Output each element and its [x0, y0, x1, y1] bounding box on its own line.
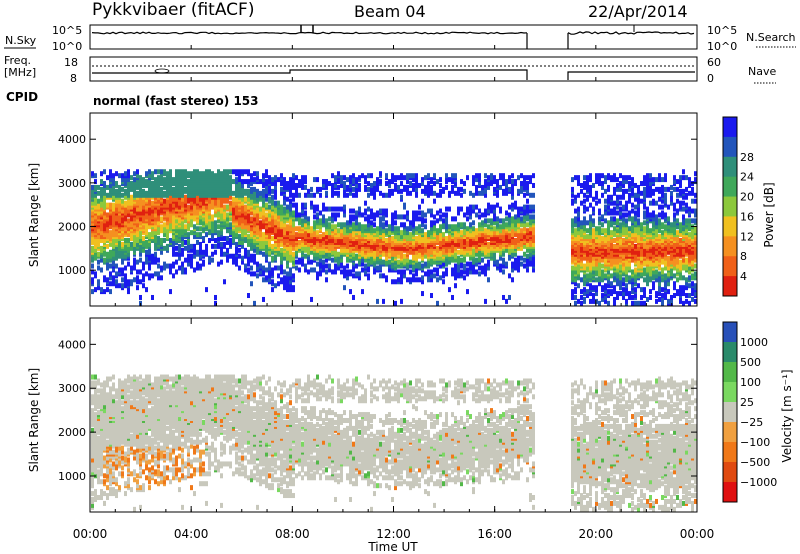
x-tick-label: 12:00	[376, 527, 411, 541]
colorbar-tick-label: 24	[740, 171, 754, 184]
colorbar-segment	[723, 322, 737, 343]
colorbar-tick-label: 100	[740, 376, 761, 389]
cpid-value: normal (fast stereo) 153	[93, 94, 259, 108]
nsearch-tick-top: 10^5	[707, 24, 737, 37]
colorbar-segment	[723, 342, 737, 363]
velocity-y-axis-label: Slant Range [km]	[27, 368, 41, 472]
colorbar-segment	[723, 156, 737, 178]
colorbar-segment	[723, 236, 737, 257]
nsky-tick-top: 10^5	[52, 24, 82, 37]
colorbar-segment	[723, 216, 737, 237]
colorbar-segment	[723, 196, 737, 217]
colorbar-segment	[723, 362, 737, 383]
y-tick-label: 1000	[58, 264, 86, 277]
x-tick-label: 00:00	[680, 527, 715, 541]
colorbar-segment	[723, 117, 737, 138]
colorbar-frame	[722, 321, 738, 503]
freq-tick-bottom: 8	[70, 72, 77, 85]
velocity-y-ticks: 1000 2000 3000 4000	[58, 338, 697, 483]
power-colorbar-label: Power [dB]	[762, 182, 776, 247]
x-tick-label: 08:00	[275, 527, 310, 541]
colorbar-tick-label: −100	[740, 436, 770, 449]
freq-tick-top: 18	[64, 56, 78, 69]
station-title: Pykkvibaer (fitACF)	[92, 0, 255, 20]
power-y-ticks: 1000 2000 3000 4000	[58, 133, 697, 277]
colorbar-tick-label: 20	[740, 191, 754, 204]
power-heatmap	[91, 169, 697, 306]
y-tick-label: 3000	[58, 177, 86, 190]
colorbar-segment	[723, 462, 737, 483]
colorbar-segment	[723, 276, 737, 297]
colorbar-tick-label: 8	[740, 250, 747, 263]
colorbar-tick-label: 12	[740, 230, 754, 243]
velocity-heatmap	[91, 374, 697, 512]
colorbar-tick-label: 16	[740, 210, 754, 223]
y-tick-label: 4000	[58, 338, 86, 351]
colorbar-segment	[723, 176, 737, 198]
time-axis-label: Time UT	[367, 540, 418, 554]
x-tick-label: 20:00	[579, 527, 614, 541]
nsky-label: N.Sky	[5, 34, 37, 47]
y-tick-label: 2000	[58, 426, 86, 439]
colorbar-tick-label: 25	[740, 396, 754, 409]
nave-tick-top: 60	[707, 56, 721, 69]
nsky-trace-after-gap	[567, 31, 695, 35]
colorbar-segment	[723, 442, 737, 463]
velocity-colorbar: 1000 500 100 25 −25 −100 −500 −1000	[722, 321, 777, 503]
colorbar-tick-label: −25	[740, 416, 763, 429]
time-x-ticks: 00:00 04:00 08:00 12:00 16:00 20:00 00:00	[73, 45, 715, 541]
x-tick-label: 04:00	[174, 527, 209, 541]
colorbar-segment	[723, 256, 737, 277]
colorbar-frame	[722, 116, 738, 297]
y-tick-label: 3000	[58, 382, 86, 395]
power-y-axis-label: Slant Range [km]	[27, 163, 41, 267]
nave-tick-bottom: 0	[707, 72, 714, 85]
nsky-tick-bottom: 10^0	[52, 40, 82, 53]
x-tick-label: 16:00	[477, 527, 512, 541]
colorbar-tick-label: 500	[740, 356, 761, 369]
freq-unit-label: [MHz]	[4, 66, 36, 79]
nsky-trace	[91, 31, 528, 35]
colorbar-tick-label: 4	[740, 270, 747, 283]
colorbar-segment	[723, 402, 737, 423]
colorbar-segment	[723, 382, 737, 403]
nsearch-label: N.Search	[746, 31, 796, 44]
date-title: 22/Apr/2014	[588, 2, 688, 21]
freq-glitch	[154, 68, 170, 74]
x-tick-label: 00:00	[73, 527, 108, 541]
colorbar-segment	[723, 482, 737, 503]
freq-trace	[92, 69, 528, 80]
power-colorbar: 4 8 12 16 20 24 28	[722, 116, 754, 297]
nsearch-tick-bottom: 10^0	[707, 40, 737, 53]
y-tick-label: 2000	[58, 221, 86, 234]
y-tick-label: 4000	[58, 133, 86, 146]
velocity-colorbar-label: Velocity [m s⁻¹]	[780, 369, 794, 462]
beam-title: Beam 04	[354, 2, 426, 21]
colorbar-tick-label: −1000	[740, 476, 777, 489]
y-tick-label: 1000	[58, 470, 86, 483]
cpid-label: CPID	[6, 90, 38, 104]
freq-label: Freq.	[4, 54, 31, 67]
freq-trace-after-gap	[567, 71, 695, 80]
colorbar-tick-label: 1000	[740, 336, 768, 349]
colorbar-segment	[723, 136, 737, 158]
colorbar-tick-label: 28	[740, 151, 754, 164]
colorbar-tick-label: −500	[740, 456, 770, 469]
nave-label: Nave	[748, 65, 776, 78]
colorbar-segment	[723, 422, 737, 443]
